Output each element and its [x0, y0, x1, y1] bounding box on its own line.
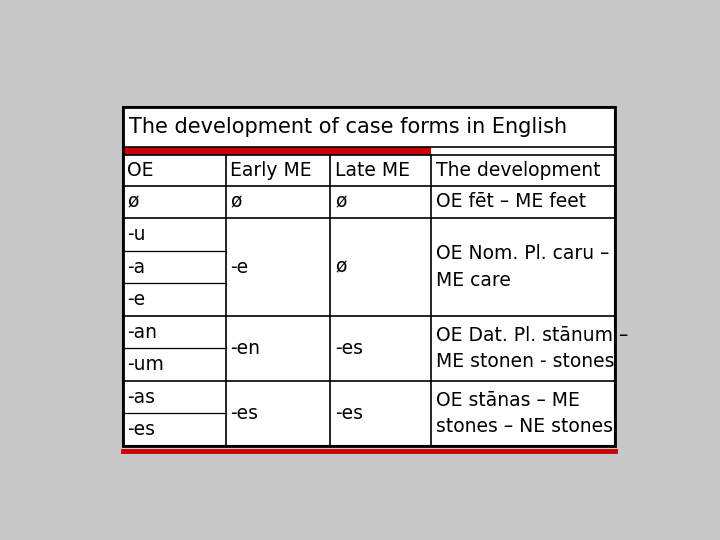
Bar [122, 107, 616, 446]
Text: Late ME: Late ME [335, 161, 410, 180]
Text: OE: OE [127, 161, 153, 180]
Bar [122, 107, 616, 446]
Text: OE Nom. Pl. caru –
ME care: OE Nom. Pl. caru – ME care [436, 244, 609, 290]
Text: ø: ø [127, 192, 138, 212]
Text: -a: -a [127, 258, 145, 276]
Text: -e: -e [127, 290, 145, 309]
Text: OE stānas – ME
stones – NE stones: OE stānas – ME stones – NE stones [436, 390, 613, 436]
Text: -en: -en [230, 339, 260, 358]
Text: ø: ø [335, 258, 346, 276]
Text: The development of case forms in English: The development of case forms in English [129, 117, 567, 137]
Text: -es: -es [335, 339, 363, 358]
Text: ø: ø [335, 192, 346, 212]
Text: The development: The development [436, 161, 600, 180]
Bar [122, 147, 431, 155]
Text: -es: -es [127, 420, 156, 439]
Text: ø: ø [230, 192, 242, 212]
Text: -e: -e [230, 258, 248, 276]
Text: -as: -as [127, 388, 156, 407]
Text: -es: -es [335, 404, 363, 423]
Text: -um: -um [127, 355, 164, 374]
Text: OE fēt – ME feet: OE fēt – ME feet [436, 192, 586, 212]
Text: -an: -an [127, 322, 157, 342]
Text: -u: -u [127, 225, 145, 244]
Text: Early ME: Early ME [230, 161, 312, 180]
Text: OE Dat. Pl. stānum –
ME stonen - stones: OE Dat. Pl. stānum – ME stonen - stones [436, 326, 628, 371]
Text: -es: -es [230, 404, 258, 423]
